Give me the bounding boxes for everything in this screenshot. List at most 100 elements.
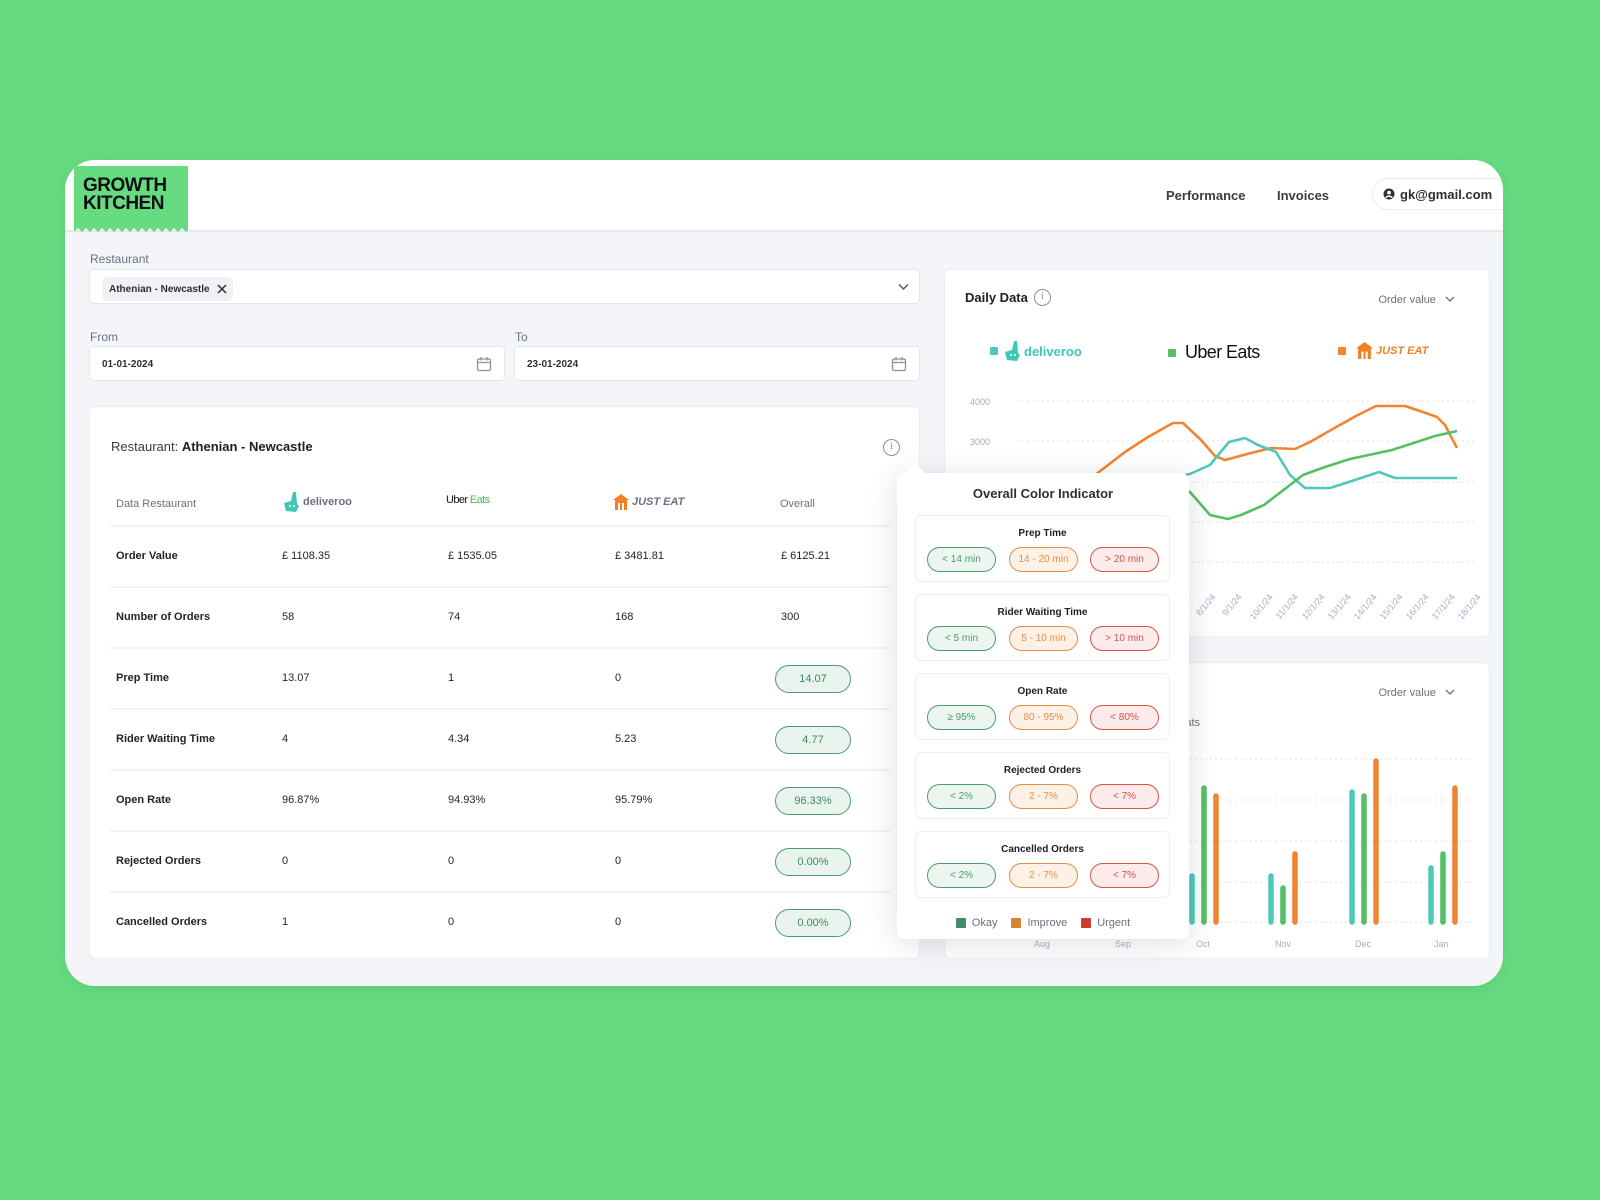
overall-status-pill: 96.33% [775, 787, 851, 815]
deliveroo-logo: deliveroo [1005, 340, 1082, 362]
legend-improve: Improve [1011, 917, 1067, 929]
chip-remove-icon[interactable] [217, 284, 227, 294]
indicator-group-prep-time: Prep Time < 14 min 14 - 20 min > 20 min [915, 515, 1170, 582]
legend-improve-label: Improve [1027, 917, 1068, 929]
improve-threshold-tag: 14 - 20 min [1009, 547, 1078, 572]
to-date-value: 23-01-2024 [527, 359, 579, 370]
x-tick: Aug [1034, 939, 1051, 949]
cell-uber-eats: 94.93% [448, 794, 486, 806]
urgent-threshold-tag: > 20 min [1090, 547, 1159, 572]
nav-performance[interactable]: Performance [1166, 188, 1246, 203]
restaurant-select[interactable]: Athenian - Newcastle [89, 269, 920, 304]
restaurant-summary-card: Restaurant: Athenian - Newcastle i Data … [89, 406, 920, 959]
deliveroo-wordmark: deliveroo [303, 496, 352, 508]
row-label: Cancelled Orders [116, 916, 208, 928]
column-header-overall: Overall [780, 498, 815, 510]
nav-invoices[interactable]: Invoices [1277, 188, 1330, 203]
legend-uber-eats[interactable]: Uber Eats [1168, 342, 1260, 363]
cell-deliveroo: 96.87% [282, 794, 320, 806]
improve-threshold-tag: 2 - 7% [1009, 863, 1078, 888]
improve-threshold-tag: 5 - 10 min [1009, 626, 1078, 651]
column-header-deliveroo: deliveroo [284, 492, 352, 512]
cell-deliveroo: 13.07 [282, 672, 310, 684]
from-date-value: 01-01-2024 [102, 359, 154, 370]
restaurant-chip: Athenian - Newcastle [102, 277, 233, 301]
improve-threshold-tag: 2 - 7% [1009, 784, 1078, 809]
uber-eats-logo: Uber Eats [1185, 342, 1260, 362]
status-legend: Okay Improve Urgent [897, 917, 1189, 929]
daily-metric-value: Order value [1378, 294, 1436, 306]
x-tick: Sep [1115, 939, 1132, 949]
urgent-threshold-tag: < 7% [1090, 863, 1159, 888]
legend-okay: Okay [955, 917, 997, 929]
cell-just-eat: £ 3481.81 [615, 550, 664, 562]
growth-kitchen-logo[interactable]: GROWTH KITCHEN [74, 166, 188, 232]
just-eat-house-icon [1356, 342, 1373, 359]
cell-just-eat: 95.79% [615, 794, 653, 806]
table-row-number-of-orders: Number of Orders 58 74 168 300 [110, 586, 890, 646]
okay-threshold-tag: < 14 min [927, 547, 996, 572]
row-label: Prep Time [116, 672, 169, 684]
popover-title: Overall Color Indicator [972, 486, 1114, 501]
daily-metric-select[interactable]: Order value [1378, 294, 1455, 306]
cell-deliveroo: 0 [282, 855, 289, 867]
row-label: Rider Waiting Time [116, 733, 216, 745]
logo-line-2: KITCHEN [83, 193, 164, 214]
improve-swatch [1011, 918, 1022, 928]
restaurant-chip-label: Athenian - Newcastle [109, 283, 210, 295]
improve-threshold-tag: 80 - 95% [1009, 705, 1078, 730]
calendar-icon[interactable] [891, 356, 907, 372]
column-header-uber-eats: Uber Eats [446, 494, 490, 506]
monthly-metric-select[interactable]: Order value [1378, 687, 1455, 699]
info-icon[interactable]: i [1034, 289, 1051, 306]
user-menu-button[interactable]: gk@gmail.com ▼ [1372, 178, 1503, 210]
top-bar: GROWTH KITCHEN Performance Invoices gk@gm… [65, 160, 1503, 232]
okay-threshold-tag: < 5 min [927, 626, 996, 651]
group-title: Cancelled Orders [1001, 844, 1084, 855]
legend-urgent: Urgent [1081, 917, 1130, 929]
cell-overall: £ 6125.21 [781, 550, 830, 562]
just-eat-house-icon [613, 494, 629, 510]
cell-deliveroo: 4 [282, 733, 289, 745]
overall-status-pill: 0.00% [775, 848, 851, 876]
urgent-threshold-tag: > 10 min [1090, 626, 1159, 651]
table-row-cancelled-orders: Cancelled Orders 1 0 0 0.00% [110, 891, 890, 951]
okay-swatch [955, 918, 966, 928]
cell-uber-eats: 4.34 [448, 733, 470, 745]
user-icon [1383, 188, 1395, 200]
just-eat-logo: JUST EAT [1356, 342, 1428, 359]
info-icon[interactable]: i [883, 439, 900, 456]
urgent-threshold-tag: < 7% [1090, 784, 1159, 809]
legend-just-eat[interactable]: JUST EAT [1338, 342, 1428, 359]
summary-title: Restaurant: Athenian - Newcastle [111, 439, 313, 454]
from-date-input[interactable]: 01-01-2024 [89, 346, 505, 381]
summary-title-prefix: Restaurant: [111, 439, 182, 454]
uber-wordmark: Uber [446, 494, 468, 506]
calendar-icon[interactable] [476, 356, 492, 372]
table-row-rejected-orders: Rejected Orders 0 0 0 0.00% [110, 830, 890, 890]
eats-wordmark: Eats [469, 494, 490, 506]
legend-swatch [1168, 348, 1176, 357]
legend-deliveroo[interactable]: deliveroo [990, 340, 1082, 362]
chevron-down-icon[interactable] [898, 283, 909, 291]
logo-zigzag-edge [74, 224, 188, 232]
user-email: gk@gmail.com [1400, 186, 1493, 202]
y-tick: 4000 [970, 397, 991, 407]
deliveroo-logo-icon [1005, 341, 1020, 361]
app-window: GROWTH KITCHEN Performance Invoices gk@gm… [65, 160, 1503, 986]
cell-deliveroo: £ 1108.35 [282, 550, 331, 562]
y-tick: 3000 [970, 437, 991, 447]
table-row-order-value: Order Value £ 1108.35 £ 1535.05 £ 3481.8… [110, 525, 890, 585]
cell-uber-eats: 0 [448, 916, 455, 928]
to-date-input[interactable]: 23-01-2024 [514, 346, 920, 381]
x-tick: Oct [1196, 939, 1211, 949]
indicator-group-rider-waiting-time: Rider Waiting Time < 5 min 5 - 10 min > … [915, 594, 1170, 661]
summary-title-restaurant: Athenian - Newcastle [181, 439, 313, 454]
daily-data-title: Daily Data [965, 290, 1028, 305]
indicator-group-cancelled-orders: Cancelled Orders < 2% 2 - 7% < 7% [915, 831, 1170, 898]
column-header-data-restaurant: Data Restaurant [116, 498, 197, 510]
restaurant-label: Restaurant [90, 252, 149, 266]
overall-color-indicator-popover: Overall Color Indicator Prep Time < 14 m… [897, 463, 1189, 939]
okay-threshold-tag: < 2% [927, 784, 996, 809]
cell-just-eat: 168 [615, 611, 634, 623]
